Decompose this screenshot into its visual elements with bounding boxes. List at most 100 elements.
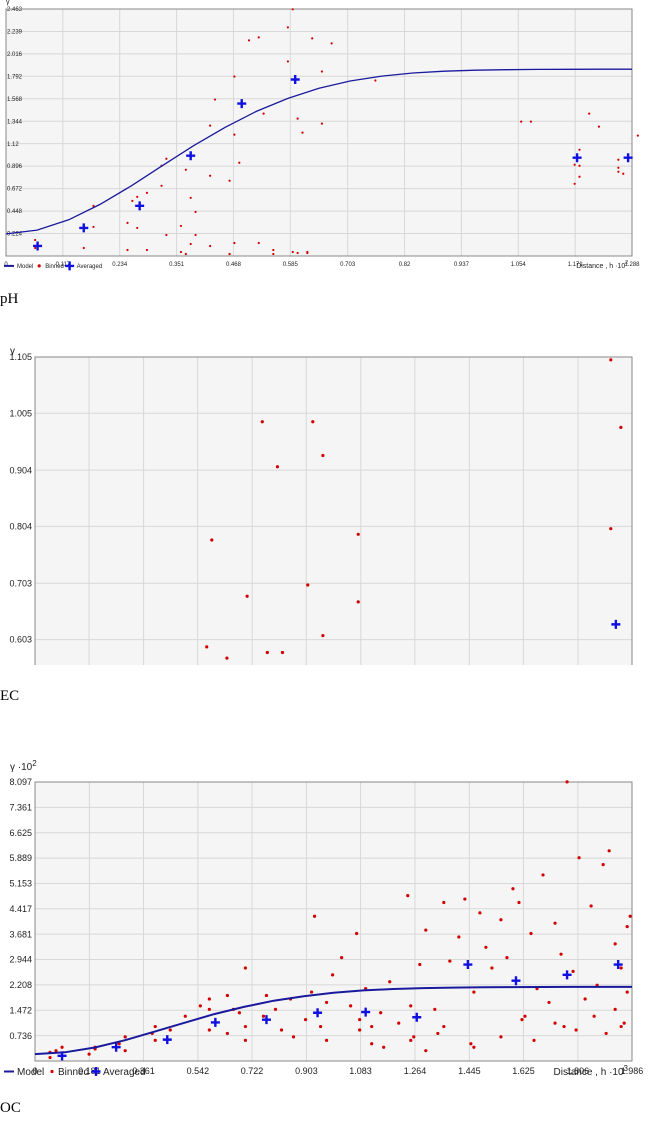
legend-binned-label: Binned: [45, 264, 64, 270]
x-tick-label: 1.288: [624, 262, 640, 268]
binned-point: [374, 79, 377, 82]
averaged-point: [313, 1008, 323, 1018]
binned-point: [505, 956, 509, 960]
binned-point: [472, 1045, 476, 1049]
binned-point: [562, 1024, 566, 1029]
legend-averaged-swatch: [91, 1067, 101, 1076]
binned-point: [409, 1038, 413, 1042]
binned-point: [209, 124, 212, 127]
legend-binned-label: Binned: [58, 1067, 89, 1078]
binned-point: [257, 36, 260, 39]
binned-point: [424, 928, 428, 932]
binned-point: [260, 420, 264, 424]
binned-point: [573, 182, 576, 185]
binned-point: [604, 1031, 608, 1036]
legend-binned-swatch: [37, 264, 41, 268]
binned-point: [613, 942, 617, 946]
binned-point: [205, 645, 209, 649]
binned-point: [123, 1049, 127, 1053]
averaged-point: [79, 223, 89, 233]
chart-ph: 00.1170.2340.3510.4680.5850.7030.820.937…: [4, 0, 640, 271]
plot-frame: [5, 8, 633, 257]
binned-point: [168, 1028, 172, 1032]
x-tick-label: 0.468: [226, 262, 242, 268]
binned-point: [296, 251, 299, 255]
averaged-point: [162, 1035, 172, 1045]
binned-point: [578, 164, 581, 167]
binned-point: [131, 199, 134, 202]
legend-binned-swatch: [50, 1069, 54, 1074]
averaged-point: [261, 1015, 271, 1025]
binned-point: [286, 60, 289, 63]
binned-point: [210, 538, 214, 542]
plot-frame: [34, 356, 633, 665]
x-tick-label: 0.585: [283, 262, 299, 268]
legend-model-label: Model: [17, 1067, 44, 1078]
legend-averaged-label: Averaged: [77, 264, 103, 270]
binned-point: [619, 425, 623, 429]
binned-point: [194, 210, 197, 213]
binned-point: [583, 997, 587, 1001]
binned-point: [273, 1007, 278, 1011]
binned-point: [261, 1014, 266, 1018]
binned-point: [370, 1042, 374, 1046]
averaged-point: [361, 1007, 371, 1017]
y-tick-label: 1.105: [9, 352, 32, 362]
averaged-point: [611, 619, 621, 629]
plot-area: [35, 782, 632, 1061]
binned-point: [126, 248, 129, 252]
y-tick-label: 1.005: [9, 408, 32, 418]
binned-point: [233, 133, 236, 136]
y-tick-label: 2.016: [7, 52, 23, 58]
binned-point: [243, 1024, 248, 1029]
binned-point: [463, 897, 467, 901]
x-tick-label: 1.806: [567, 1066, 590, 1076]
averaged-point: [623, 153, 633, 163]
binned-point: [349, 1004, 353, 1008]
binned-point: [48, 1055, 52, 1060]
binned-point: [609, 527, 613, 531]
x-tick-label: 0.82: [399, 262, 411, 268]
binned-point: [412, 1035, 416, 1039]
y-tick-label: 0.603: [9, 635, 32, 645]
binned-point: [565, 780, 569, 784]
binned-point: [589, 904, 593, 908]
binned-point: [529, 120, 533, 123]
binned-point: [553, 921, 557, 925]
binned-point: [233, 241, 236, 245]
x-tick-label: 0: [32, 1066, 37, 1076]
binned-point: [622, 1021, 626, 1025]
binned-point: [245, 594, 249, 598]
binned-point: [145, 191, 149, 194]
y-tick-label: 1.472: [9, 1005, 32, 1015]
plot-area: [35, 357, 632, 665]
binned-point: [123, 1035, 127, 1039]
binned-point: [34, 246, 37, 250]
y-tick-label: 5.153: [9, 879, 32, 889]
binned-point: [306, 583, 310, 587]
binned-point: [54, 1049, 58, 1053]
binned-point: [183, 1014, 187, 1018]
binned-point: [265, 650, 269, 655]
x-tick-label: 0.903: [295, 1066, 318, 1076]
binned-point: [356, 600, 360, 604]
binned-point: [613, 1007, 617, 1011]
binned-point: [617, 166, 620, 169]
averaged-point: [463, 960, 473, 970]
binned-point: [520, 120, 523, 123]
binned-point: [136, 226, 139, 230]
binned-point: [358, 1018, 362, 1022]
binned-point: [553, 1021, 557, 1025]
y-tick-label: 0.804: [9, 522, 32, 532]
binned-point: [490, 966, 494, 970]
caption-ph: pH: [0, 291, 19, 307]
x-tick-label: 1.264: [404, 1066, 427, 1076]
binned-point: [257, 241, 260, 245]
binned-point: [424, 1049, 428, 1053]
binned-point: [136, 195, 139, 198]
y-tick-label: 1.568: [7, 97, 23, 103]
binned-point: [153, 1038, 157, 1042]
binned-point: [318, 1024, 323, 1029]
averaged-point: [186, 151, 196, 161]
binned-point: [547, 1000, 551, 1005]
